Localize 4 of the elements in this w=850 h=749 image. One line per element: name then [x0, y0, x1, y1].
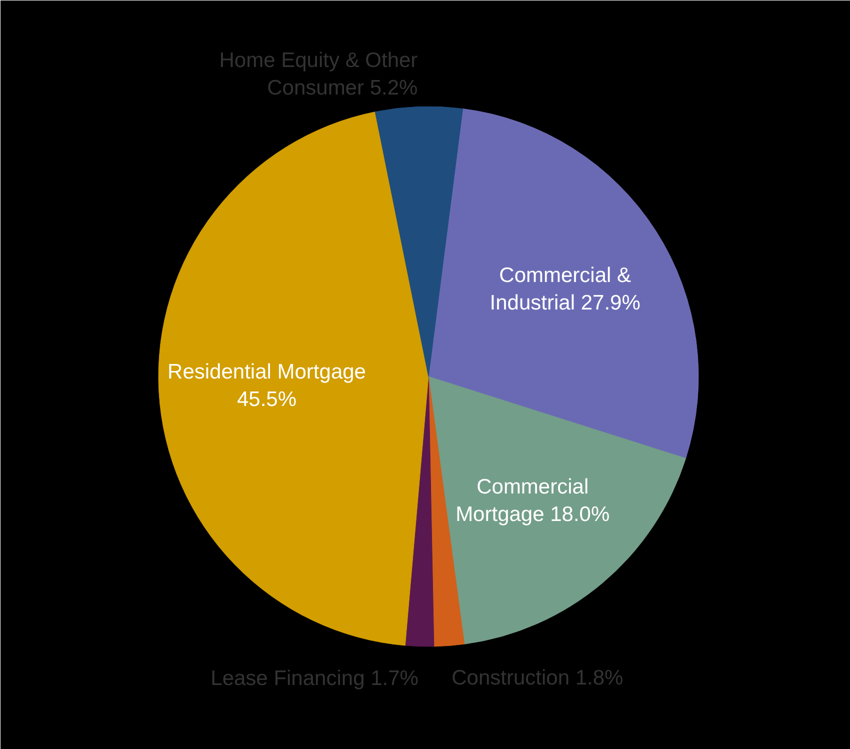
slice-label: Residential Mortgage [168, 360, 366, 384]
data-label: 45.5% [236, 388, 297, 411]
slice-label: Commercial & Industrial 27.9% [490, 264, 640, 315]
slice-label: Commercial Mortgage 18.0% [456, 475, 610, 526]
